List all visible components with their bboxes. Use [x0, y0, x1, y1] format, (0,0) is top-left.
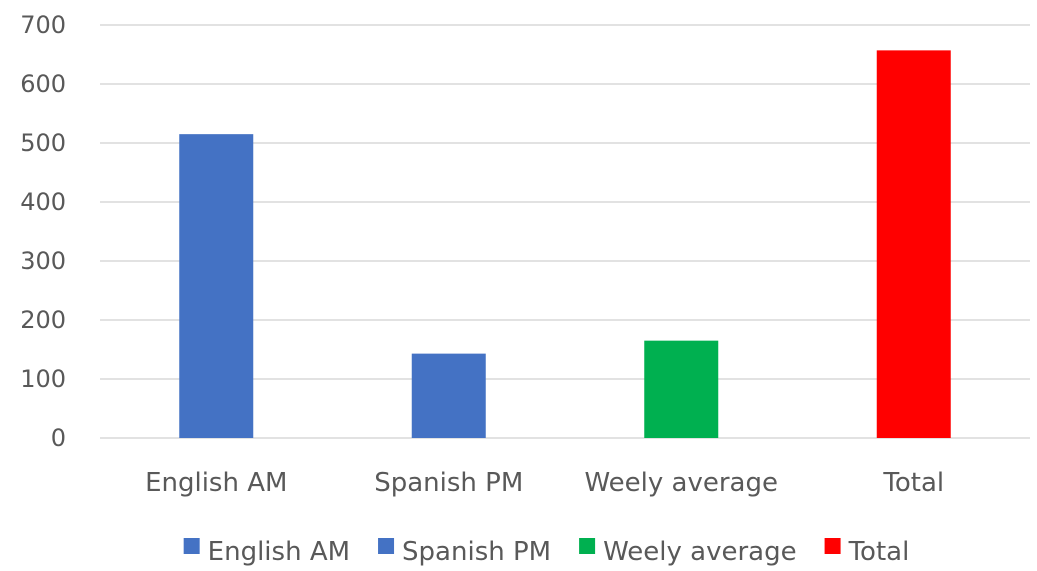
legend-label: Total [848, 537, 910, 567]
bars [179, 50, 951, 439]
y-tick-label: 300 [20, 247, 66, 275]
x-tick-label: Total [882, 468, 944, 498]
legend-swatch [183, 538, 200, 554]
x-axis-ticks: English AM Spanish PM Weely average Total [145, 468, 944, 498]
legend-swatch [378, 538, 395, 554]
legend-item: Weely average [579, 537, 797, 567]
y-axis-ticks: 0 100 200 300 400 500 600 700 [20, 11, 66, 452]
legend-swatch [579, 538, 596, 554]
bar [411, 353, 486, 438]
y-tick-label: 200 [20, 306, 66, 334]
x-tick-label: Weely average [585, 468, 779, 498]
legend-label: Spanish PM [402, 537, 551, 567]
legend-label: English AM [208, 537, 350, 567]
bar [876, 50, 951, 439]
gridlines [100, 24, 1030, 439]
y-tick-label: 0 [51, 424, 66, 452]
legend-item: Total [824, 537, 910, 567]
y-tick-label: 600 [20, 70, 66, 98]
bar [179, 134, 254, 438]
x-tick-label: Spanish PM [374, 468, 523, 498]
y-tick-label: 400 [20, 188, 66, 216]
y-tick-label: 500 [20, 129, 66, 157]
legend-swatch [824, 538, 841, 554]
y-tick-label: 700 [20, 11, 66, 39]
legend-label: Weely average [603, 537, 797, 567]
legend-item: Spanish PM [378, 537, 551, 567]
legend: English AM Spanish PM Weely average Total [183, 537, 910, 567]
legend-item: English AM [183, 537, 350, 567]
bar [644, 340, 719, 438]
x-tick-label: English AM [145, 468, 287, 498]
y-tick-label: 100 [20, 365, 66, 393]
